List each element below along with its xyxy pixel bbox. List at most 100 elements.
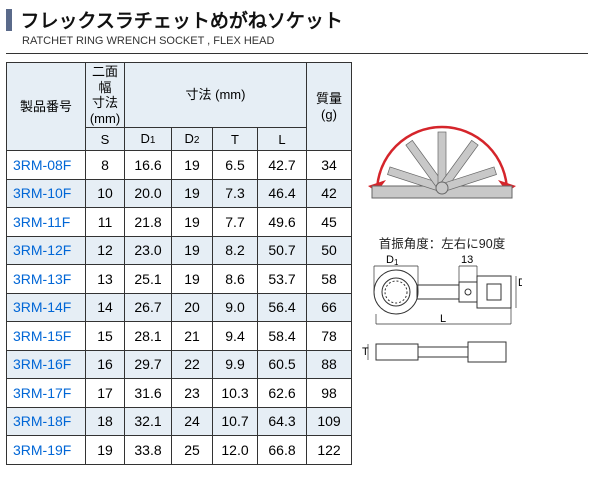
square-hole [487,284,501,300]
th-mass-unit: (g) [321,107,337,122]
tech-drawing: D1 13 D2 L T [362,252,522,382]
cell-pn[interactable]: 3RM-13F [7,265,86,294]
table-row: 3RM-11F1121.8197.749.645 [7,208,352,237]
content: 製品番号 二面幅 寸法 (mm) 寸法 (mm) 質量 (g) S D1 D [0,62,600,465]
cell-d2: 25 [172,436,213,465]
cell-d1: 23.0 [125,236,172,265]
l-label: L [440,313,446,325]
cell-t: 6.5 [213,151,258,180]
cell-d2: 23 [172,379,213,408]
header-divider [6,53,588,54]
cell-d2: 22 [172,350,213,379]
cell-s: 13 [86,265,125,294]
cell-d1: 21.8 [125,208,172,237]
page: フレックスラチェットめがねソケット RATCHET RING WRENCH SO… [0,0,600,500]
cell-w: 78 [307,322,352,351]
cell-s: 11 [86,208,125,237]
cell-w: 45 [307,208,352,237]
cell-pn[interactable]: 3RM-11F [7,208,86,237]
th-t: T [213,128,258,151]
cell-t: 8.6 [213,265,258,294]
cell-t: 9.9 [213,350,258,379]
angle-label: 首振角度：左右に90度 [362,233,522,252]
header-accent-bar [6,9,12,31]
cell-t: 10.7 [213,407,258,436]
cell-d2: 20 [172,293,213,322]
th-d1: D1 [125,128,172,151]
th-mass-l1: 質量 [316,91,342,106]
cell-pn[interactable]: 3RM-18F [7,407,86,436]
cell-w: 98 [307,379,352,408]
title-english: RATCHET RING WRENCH SOCKET , FLEX HEAD [6,35,600,47]
cell-w: 66 [307,293,352,322]
swing-arc-diagram [362,82,522,222]
cell-s: 19 [86,436,125,465]
table-row: 3RM-08F816.6196.542.734 [7,151,352,180]
cell-t: 8.2 [213,236,258,265]
title-japanese: フレックスラチェットめがねソケット [20,11,342,32]
cell-pn[interactable]: 3RM-19F [7,436,86,465]
header: フレックスラチェットめがねソケット RATCHET RING WRENCH SO… [0,0,600,53]
cell-w: 109 [307,407,352,436]
th-two-face: 二面幅 寸法 (mm) [86,63,125,128]
table-body: 3RM-08F816.6196.542.7343RM-10F1020.0197.… [7,151,352,465]
cell-l: 58.4 [258,322,307,351]
cell-s: 12 [86,236,125,265]
table-row: 3RM-14F1426.7209.056.466 [7,293,352,322]
cell-w: 34 [307,151,352,180]
cell-w: 50 [307,236,352,265]
cell-pn[interactable]: 3RM-14F [7,293,86,322]
cell-pn[interactable]: 3RM-08F [7,151,86,180]
cell-w: 42 [307,179,352,208]
cell-t: 12.0 [213,436,258,465]
cell-l: 60.5 [258,350,307,379]
th-two-face-unit: (mm) [90,111,120,126]
joint-pin [465,289,471,295]
table-row: 3RM-10F1020.0197.346.442 [7,179,352,208]
cell-s: 10 [86,179,125,208]
table-row: 3RM-13F1325.1198.653.758 [7,265,352,294]
cell-pn[interactable]: 3RM-16F [7,350,86,379]
splines [385,281,407,303]
cell-l: 42.7 [258,151,307,180]
table-row: 3RM-16F1629.7229.960.588 [7,350,352,379]
th-s: S [86,128,125,151]
cell-d2: 24 [172,407,213,436]
th-two-face-l1: 二面幅 [92,64,118,95]
d2-label: D2 [518,277,522,290]
thirteen-label: 13 [461,254,473,266]
cell-w: 58 [307,265,352,294]
cell-d1: 20.0 [125,179,172,208]
cell-t: 9.4 [213,322,258,351]
side-head [376,344,418,360]
table-row: 3RM-18F1832.12410.764.3109 [7,407,352,436]
cell-d1: 31.6 [125,379,172,408]
cell-d2: 19 [172,151,213,180]
spec-table: 製品番号 二面幅 寸法 (mm) 寸法 (mm) 質量 (g) S D1 D [6,62,352,465]
th-mass: 質量 (g) [307,63,352,151]
cell-pn[interactable]: 3RM-17F [7,379,86,408]
table-row: 3RM-15F1528.1219.458.478 [7,322,352,351]
cell-s: 17 [86,379,125,408]
cell-pn[interactable]: 3RM-15F [7,322,86,351]
cell-t: 7.3 [213,179,258,208]
cell-l: 49.6 [258,208,307,237]
th-d2: D2 [172,128,213,151]
cell-t: 7.7 [213,208,258,237]
cell-d2: 19 [172,265,213,294]
cell-pn[interactable]: 3RM-10F [7,179,86,208]
square-drive [477,276,511,308]
table-row: 3RM-17F1731.62310.362.698 [7,379,352,408]
cell-l: 62.6 [258,379,307,408]
th-dimensions: 寸法 (mm) [125,63,307,128]
cell-d2: 19 [172,236,213,265]
cell-d1: 25.1 [125,265,172,294]
cell-s: 14 [86,293,125,322]
cell-s: 16 [86,350,125,379]
cell-t: 9.0 [213,293,258,322]
cell-pn[interactable]: 3RM-12F [7,236,86,265]
t-label: T [362,346,369,358]
ring-inner [382,278,410,306]
table-row: 3RM-12F1223.0198.250.750 [7,236,352,265]
pivot-circle [436,182,448,194]
